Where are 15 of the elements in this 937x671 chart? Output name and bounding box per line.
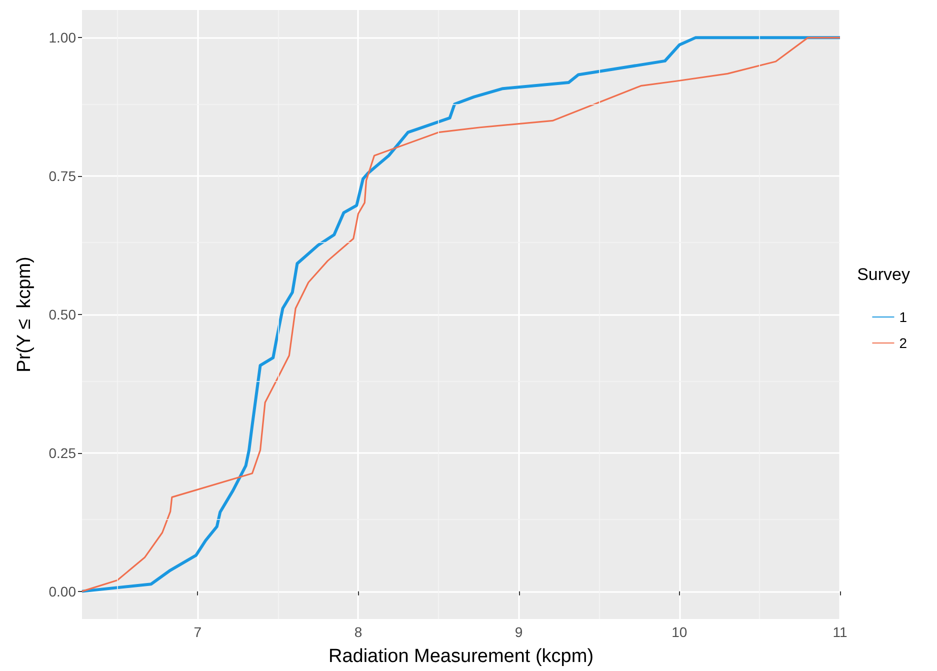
y-axis-title: Pr(Y ≤ kcpm) bbox=[14, 256, 35, 372]
x-tick-label: 10 bbox=[672, 624, 688, 640]
x-tick-label: 7 bbox=[194, 624, 202, 640]
legend-label: 1 bbox=[899, 309, 908, 325]
x-axis-title: Radiation Measurement (kcpm) bbox=[328, 646, 594, 667]
y-tick-label: 0.50 bbox=[48, 306, 76, 322]
legend-label: 2 bbox=[899, 335, 908, 351]
y-tick-label: 1.00 bbox=[48, 30, 76, 46]
x-tick-label: 8 bbox=[354, 624, 362, 640]
y-tick-label: 0.75 bbox=[48, 168, 76, 184]
y-tick-label: 0.00 bbox=[48, 583, 76, 600]
x-tick-label: 9 bbox=[514, 624, 523, 640]
legend-title: Survey bbox=[857, 265, 910, 284]
x-tick-label: 11 bbox=[832, 624, 848, 640]
y-tick-label: 0.25 bbox=[48, 444, 76, 461]
